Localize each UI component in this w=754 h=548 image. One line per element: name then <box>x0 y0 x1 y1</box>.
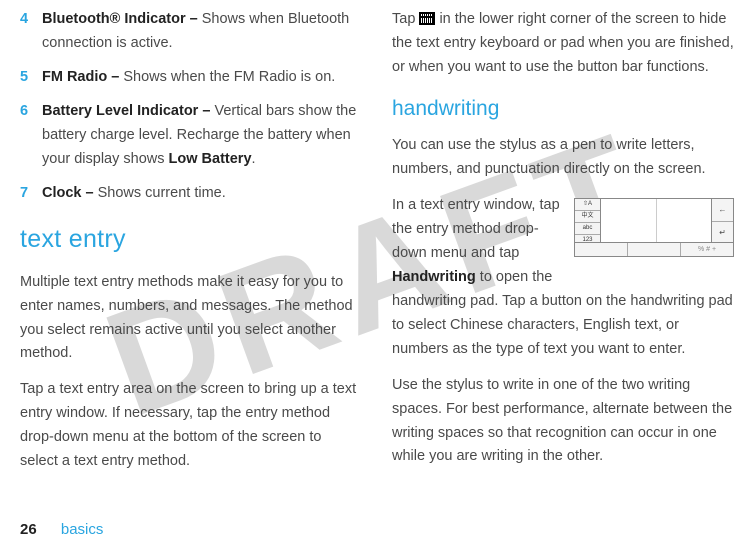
indicator-number: 5 <box>20 66 42 90</box>
hw-mode-chinese: 中文 <box>575 211 600 223</box>
para-rest: in the lower right corner of the screen … <box>392 11 734 75</box>
indicator-desc: Shows current time. <box>98 185 226 201</box>
indicator-7: 7 Clock – Shows current time. <box>20 182 362 206</box>
handwriting-label: Handwriting <box>392 269 476 285</box>
indicator-text: Battery Level Indicator – Vertical bars … <box>42 100 362 172</box>
para-lead: Tap <box>392 11 419 27</box>
hw-enter: ↵ <box>712 222 733 244</box>
hw-mode-abc: abc <box>575 223 600 235</box>
handwriting-heading: handwriting <box>392 92 734 127</box>
page-number: 26 <box>20 521 37 538</box>
footer: 26 basics <box>20 521 103 538</box>
hw-top-row: ⇧A 中文 abc 123 ← ↵ <box>574 198 734 243</box>
indicator-number: 7 <box>20 182 42 206</box>
handwriting-p3: Use the stylus to write in one of the tw… <box>392 374 734 470</box>
indicator-text: Clock – Shows current time. <box>42 182 362 206</box>
indicator-4: 4 Bluetooth® Indicator – Shows when Blue… <box>20 8 362 56</box>
text-entry-heading: text entry <box>20 219 362 260</box>
indicator-5: 5 FM Radio – Shows when the FM Radio is … <box>20 66 362 90</box>
right-column: Tap in the lower right corner of the scr… <box>392 8 734 500</box>
indicator-title: Battery Level Indicator – <box>42 103 214 119</box>
p2-lead: In a text entry window, tap the entry me… <box>392 197 560 261</box>
indicator-text: FM Radio – Shows when the FM Radio is on… <box>42 66 362 90</box>
text-entry-p2: Tap a text entry area on the screen to b… <box>20 378 362 474</box>
indicator-desc: Shows when the FM Radio is on. <box>123 69 335 85</box>
indicator-title: FM Radio – <box>42 69 123 85</box>
indicator-title: Clock – <box>42 185 98 201</box>
indicator-6: 6 Battery Level Indicator – Vertical bar… <box>20 100 362 172</box>
hide-keyboard-para: Tap in the lower right corner of the scr… <box>392 8 734 80</box>
hw-bottom-1 <box>575 243 628 256</box>
indicator-tail: . <box>252 151 256 167</box>
hw-mode-uppercase: ⇧A <box>575 199 600 211</box>
handwriting-pad-illustration: ⇧A 中文 abc 123 ← ↵ <box>574 198 734 268</box>
indicator-number: 6 <box>20 100 42 172</box>
indicator-title: Bluetooth® Indicator – <box>42 11 202 27</box>
left-column: 4 Bluetooth® Indicator – Shows when Blue… <box>20 8 362 500</box>
hw-bottom-3: % # + <box>681 243 733 256</box>
hw-bottom-2 <box>628 243 681 256</box>
hw-write-box-1 <box>601 199 657 242</box>
low-battery-label: Low Battery <box>169 151 252 167</box>
indicator-number: 4 <box>20 8 42 56</box>
hw-mode-column: ⇧A 中文 abc 123 <box>575 199 601 242</box>
text-entry-p1: Multiple text entry methods make it easy… <box>20 271 362 367</box>
handwriting-wrap: ⇧A 中文 abc 123 ← ↵ <box>392 194 734 373</box>
hw-bottom-row: % # + <box>574 243 734 257</box>
hw-backspace: ← <box>712 199 733 222</box>
hw-writing-area <box>601 199 711 242</box>
handwriting-p1: You can use the stylus as a pen to write… <box>392 134 734 182</box>
indicator-text: Bluetooth® Indicator – Shows when Blueto… <box>42 8 362 56</box>
hw-right-column: ← ↵ <box>711 199 733 242</box>
hw-write-box-2 <box>657 199 712 242</box>
keyboard-icon <box>419 12 435 25</box>
section-name: basics <box>61 521 104 538</box>
page-content: 4 Bluetooth® Indicator – Shows when Blue… <box>0 0 754 500</box>
